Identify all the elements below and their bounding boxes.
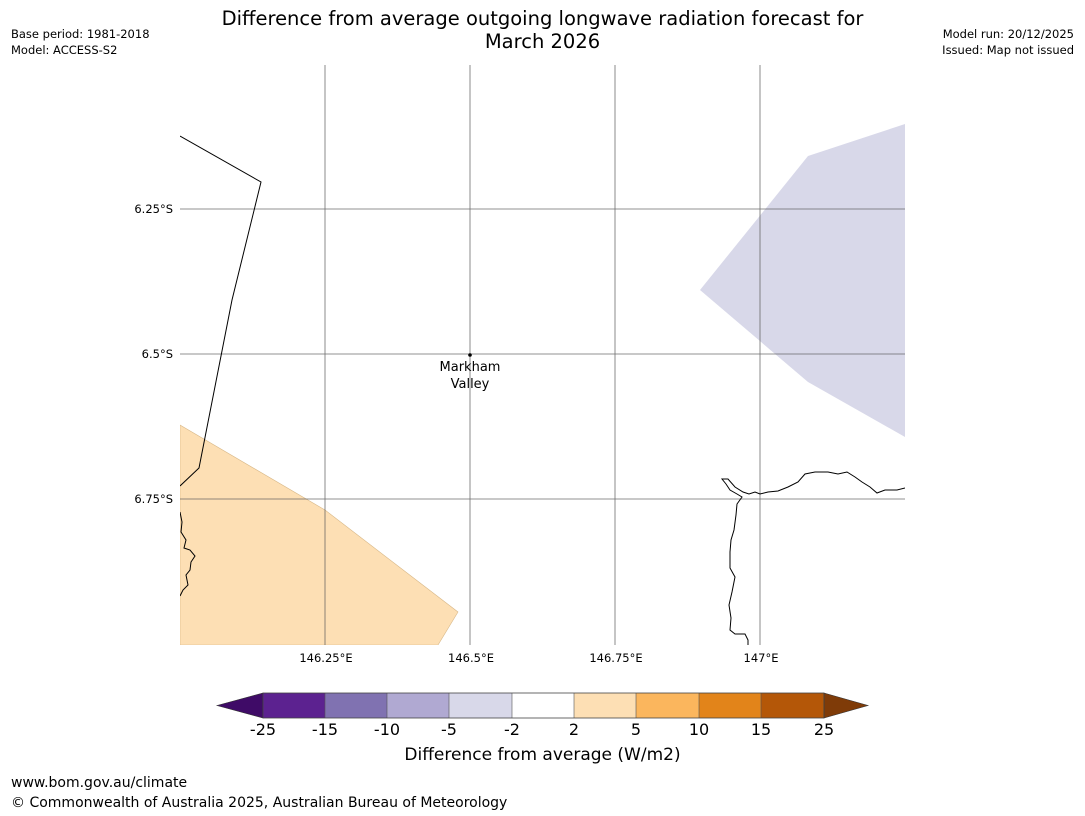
- coastline-east: [720, 471, 905, 645]
- model-text: Model: ACCESS-S2: [11, 43, 118, 57]
- lon-label-146-75: 146.75°E: [589, 651, 643, 665]
- colorbar-tick: 15: [750, 720, 772, 739]
- colorbar-label: Difference from average (W/m2): [404, 745, 681, 765]
- colorbar-segment: [636, 693, 699, 718]
- colorbar-segment: [387, 693, 449, 718]
- place-label-line2: Valley: [451, 377, 490, 392]
- colorbar-tick: -25: [249, 720, 277, 739]
- map-title-line2: March 2026: [484, 30, 601, 53]
- province-boundary: [180, 135, 262, 487]
- colorbar-segment: [263, 693, 325, 718]
- negative-anomaly-area: [700, 124, 905, 437]
- footer-url[interactable]: www.bom.gov.au/climate: [11, 775, 188, 791]
- colorbar-tick: 5: [630, 720, 642, 739]
- colorbar-segment: [574, 693, 636, 718]
- footer-copyright: © Commonwealth of Australia 2025, Austra…: [11, 795, 508, 811]
- colorbar-tick: -15: [311, 720, 339, 739]
- colorbar-tick: 25: [813, 720, 835, 739]
- colorbar-tick: -10: [373, 720, 401, 739]
- colorbar-segment: [449, 693, 512, 718]
- colorbar-segment: [761, 693, 824, 718]
- issued-text: Issued: Map not issued: [942, 43, 1074, 57]
- meta-right: Model run: 20/12/2025 Issued: Map not is…: [942, 26, 1074, 58]
- map-title: Difference from average outgoing longwav…: [0, 7, 1085, 53]
- lon-label-147: 147°E: [743, 651, 779, 665]
- colorbar-right-extension: [823, 692, 870, 719]
- colorbar-tick: -2: [504, 720, 520, 739]
- lat-label-6-5: 6.5°S: [141, 347, 173, 361]
- lat-label-6-75: 6.75°S: [134, 492, 173, 506]
- markham-valley-marker: [468, 353, 472, 357]
- lon-label-146-5: 146.5°E: [448, 651, 494, 665]
- colorbar-segment: [325, 693, 387, 718]
- graticule: [180, 65, 905, 645]
- lat-label-6-25: 6.25°S: [134, 202, 173, 216]
- coastline-west: [180, 511, 196, 597]
- model-run-text: Model run: 20/12/2025: [942, 27, 1074, 41]
- colorbar-tick: 2: [568, 720, 580, 739]
- positive-anomaly-area: [180, 424, 459, 645]
- place-label-line1: Markham: [440, 360, 501, 375]
- colorbar-segment: [512, 693, 574, 718]
- colorbar-tick: 10: [688, 720, 710, 739]
- colorbar-segment: [699, 693, 761, 718]
- colorbar-tick: -5: [441, 720, 457, 739]
- meta-left: Base period: 1981-2018 Model: ACCESS-S2: [11, 26, 150, 58]
- base-period-text: Base period: 1981-2018: [11, 27, 150, 41]
- map-title-line1: Difference from average outgoing longwav…: [221, 7, 864, 30]
- colorbar: [215, 692, 870, 719]
- colorbar-left-extension: [215, 692, 264, 719]
- lon-label-146-25: 146.25°E: [299, 651, 353, 665]
